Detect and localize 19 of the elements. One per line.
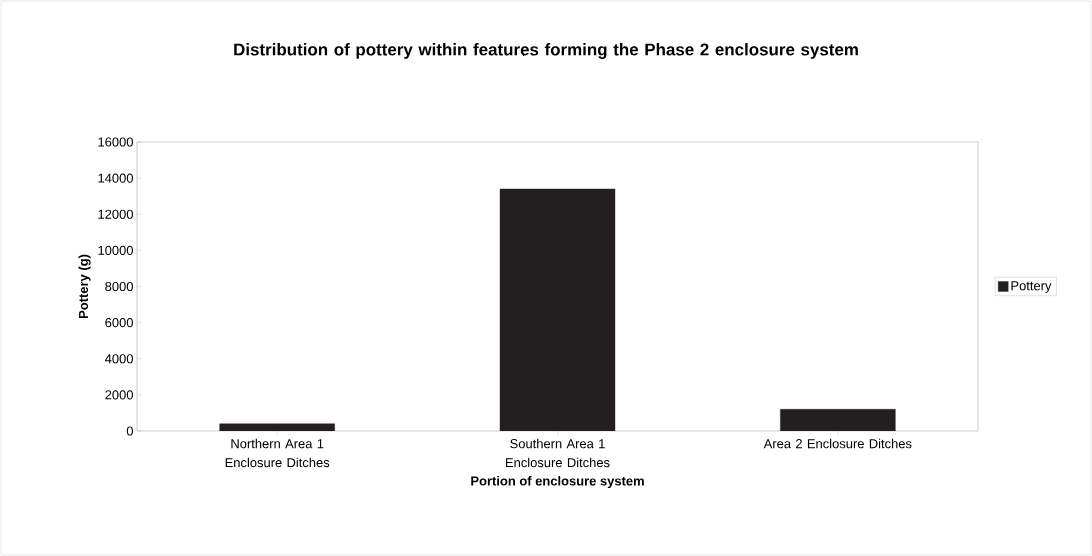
bar xyxy=(780,409,896,431)
y-tick-label: 8000 xyxy=(105,281,133,292)
y-tick-label: 10000 xyxy=(98,245,133,255)
x-tick-label: Northern Area 1 Enclosure Ditches xyxy=(225,438,330,468)
y-tick-label: 2000 xyxy=(105,390,133,400)
y-tick-label: 14000 xyxy=(98,173,133,183)
bar xyxy=(219,423,335,431)
bar xyxy=(499,188,616,431)
y-tick-label: 16000 xyxy=(98,137,133,147)
y-tick-label: 6000 xyxy=(105,318,133,328)
x-tick-label: Southern Area 1 Enclosure Ditches xyxy=(506,438,610,468)
x-axis-title: Portion of enclosure system xyxy=(471,476,644,489)
y-tick-label: 0 xyxy=(126,426,133,436)
y-tick-label: 4000 xyxy=(104,354,133,364)
chart-title: Distribution of pottery within features forming the Phase 2 enclosure system xyxy=(234,43,858,59)
x-tick-label: Area 2 Enclosure Ditches xyxy=(763,438,912,449)
y-tick-label: 12000 xyxy=(98,209,133,219)
legend-label: Pottery xyxy=(1011,281,1052,293)
y-axis-title: Pottery (g) xyxy=(78,254,91,318)
